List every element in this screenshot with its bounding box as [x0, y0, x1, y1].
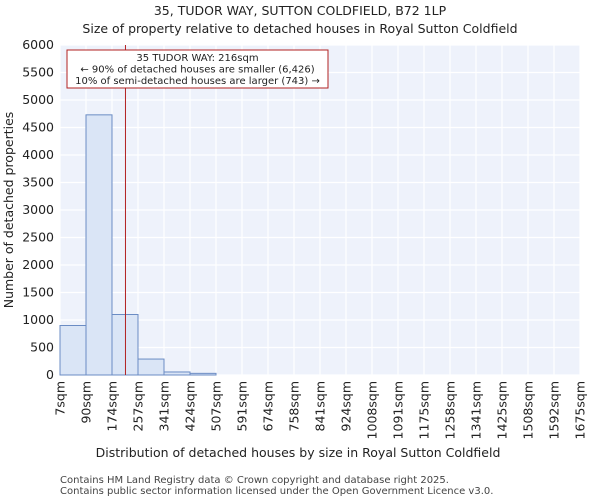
y-tick-label: 2500 — [22, 230, 54, 245]
y-tick-label: 3000 — [22, 202, 54, 217]
y-tick-label: 4000 — [22, 147, 54, 162]
bar — [189, 372, 217, 376]
marker-group: 35 TUDOR WAY: 216sqm← 90% of detached ho… — [66, 45, 329, 375]
y-tick-label: 1500 — [22, 285, 54, 300]
y-tick-label: 1000 — [22, 312, 54, 327]
bar — [163, 371, 191, 376]
chart-subtitle: Size of property relative to detached ho… — [82, 21, 517, 36]
x-tick-label: 341sqm — [157, 381, 172, 431]
x-axis-label: Distribution of detached houses by size … — [96, 445, 501, 460]
x-tick-label: 674sqm — [261, 381, 276, 431]
annotation-line: 10% of semi-detached houses are larger (… — [75, 76, 320, 87]
x-tick-label: 591sqm — [235, 381, 250, 431]
annotation-line: ← 90% of detached houses are smaller (6,… — [80, 65, 314, 76]
x-tick-label: 1341sqm — [469, 381, 484, 439]
x-tick-label: 758sqm — [287, 381, 302, 431]
x-tick-label: 1675sqm — [573, 381, 588, 439]
x-tick-label: 507sqm — [209, 381, 224, 431]
x-tick-label: 1425sqm — [495, 381, 510, 439]
chart-title: 35, TUDOR WAY, SUTTON COLDFIELD, B72 1LP — [154, 3, 447, 18]
y-tick-label: 0 — [46, 367, 54, 382]
y-tick-label: 3500 — [22, 175, 54, 190]
bar — [59, 325, 87, 376]
footer-line-2: Contains public sector information licen… — [60, 486, 493, 497]
x-axis: 7sqm 90sqm 174sqm 257sqm 341sqm 424sqm 507sqm 5… — [53, 381, 588, 439]
x-tick-label: 1592sqm — [547, 381, 562, 439]
y-tick-label: 2000 — [22, 257, 54, 272]
x-tick-label: 424sqm — [183, 381, 198, 431]
x-tick-label: 174sqm — [105, 381, 120, 431]
y-axis-label: Number of detached properties — [1, 112, 16, 309]
bar — [85, 114, 113, 376]
x-tick-label: 1508sqm — [521, 381, 536, 439]
footer-line-1: Contains HM Land Registry data © Crown c… — [60, 475, 449, 486]
x-tick-label: 7sqm — [53, 381, 68, 416]
x-tick-label: 1008sqm — [365, 381, 380, 439]
y-axis: 0 500 1000 1500 2000 2500 3000 3500 4000 4500 5000… — [22, 37, 54, 382]
y-tick-label: 5000 — [22, 92, 54, 107]
y-tick-label: 500 — [30, 340, 54, 355]
x-tick-label: 841sqm — [313, 381, 328, 431]
x-tick-label: 924sqm — [339, 381, 354, 431]
y-tick-label: 6000 — [22, 37, 54, 52]
x-tick-label: 1091sqm — [391, 381, 406, 439]
annotation-line: 35 TUDOR WAY: 216sqm — [136, 53, 258, 64]
x-tick-label: 257sqm — [131, 381, 146, 431]
bar — [137, 358, 165, 376]
y-tick-label: 5500 — [22, 65, 54, 80]
x-tick-label: 1258sqm — [443, 381, 458, 439]
x-tick-label: 1175sqm — [417, 381, 432, 439]
x-tick-label: 90sqm — [79, 381, 94, 424]
annotation-box — [66, 49, 329, 89]
y-tick-label: 4500 — [22, 120, 54, 135]
